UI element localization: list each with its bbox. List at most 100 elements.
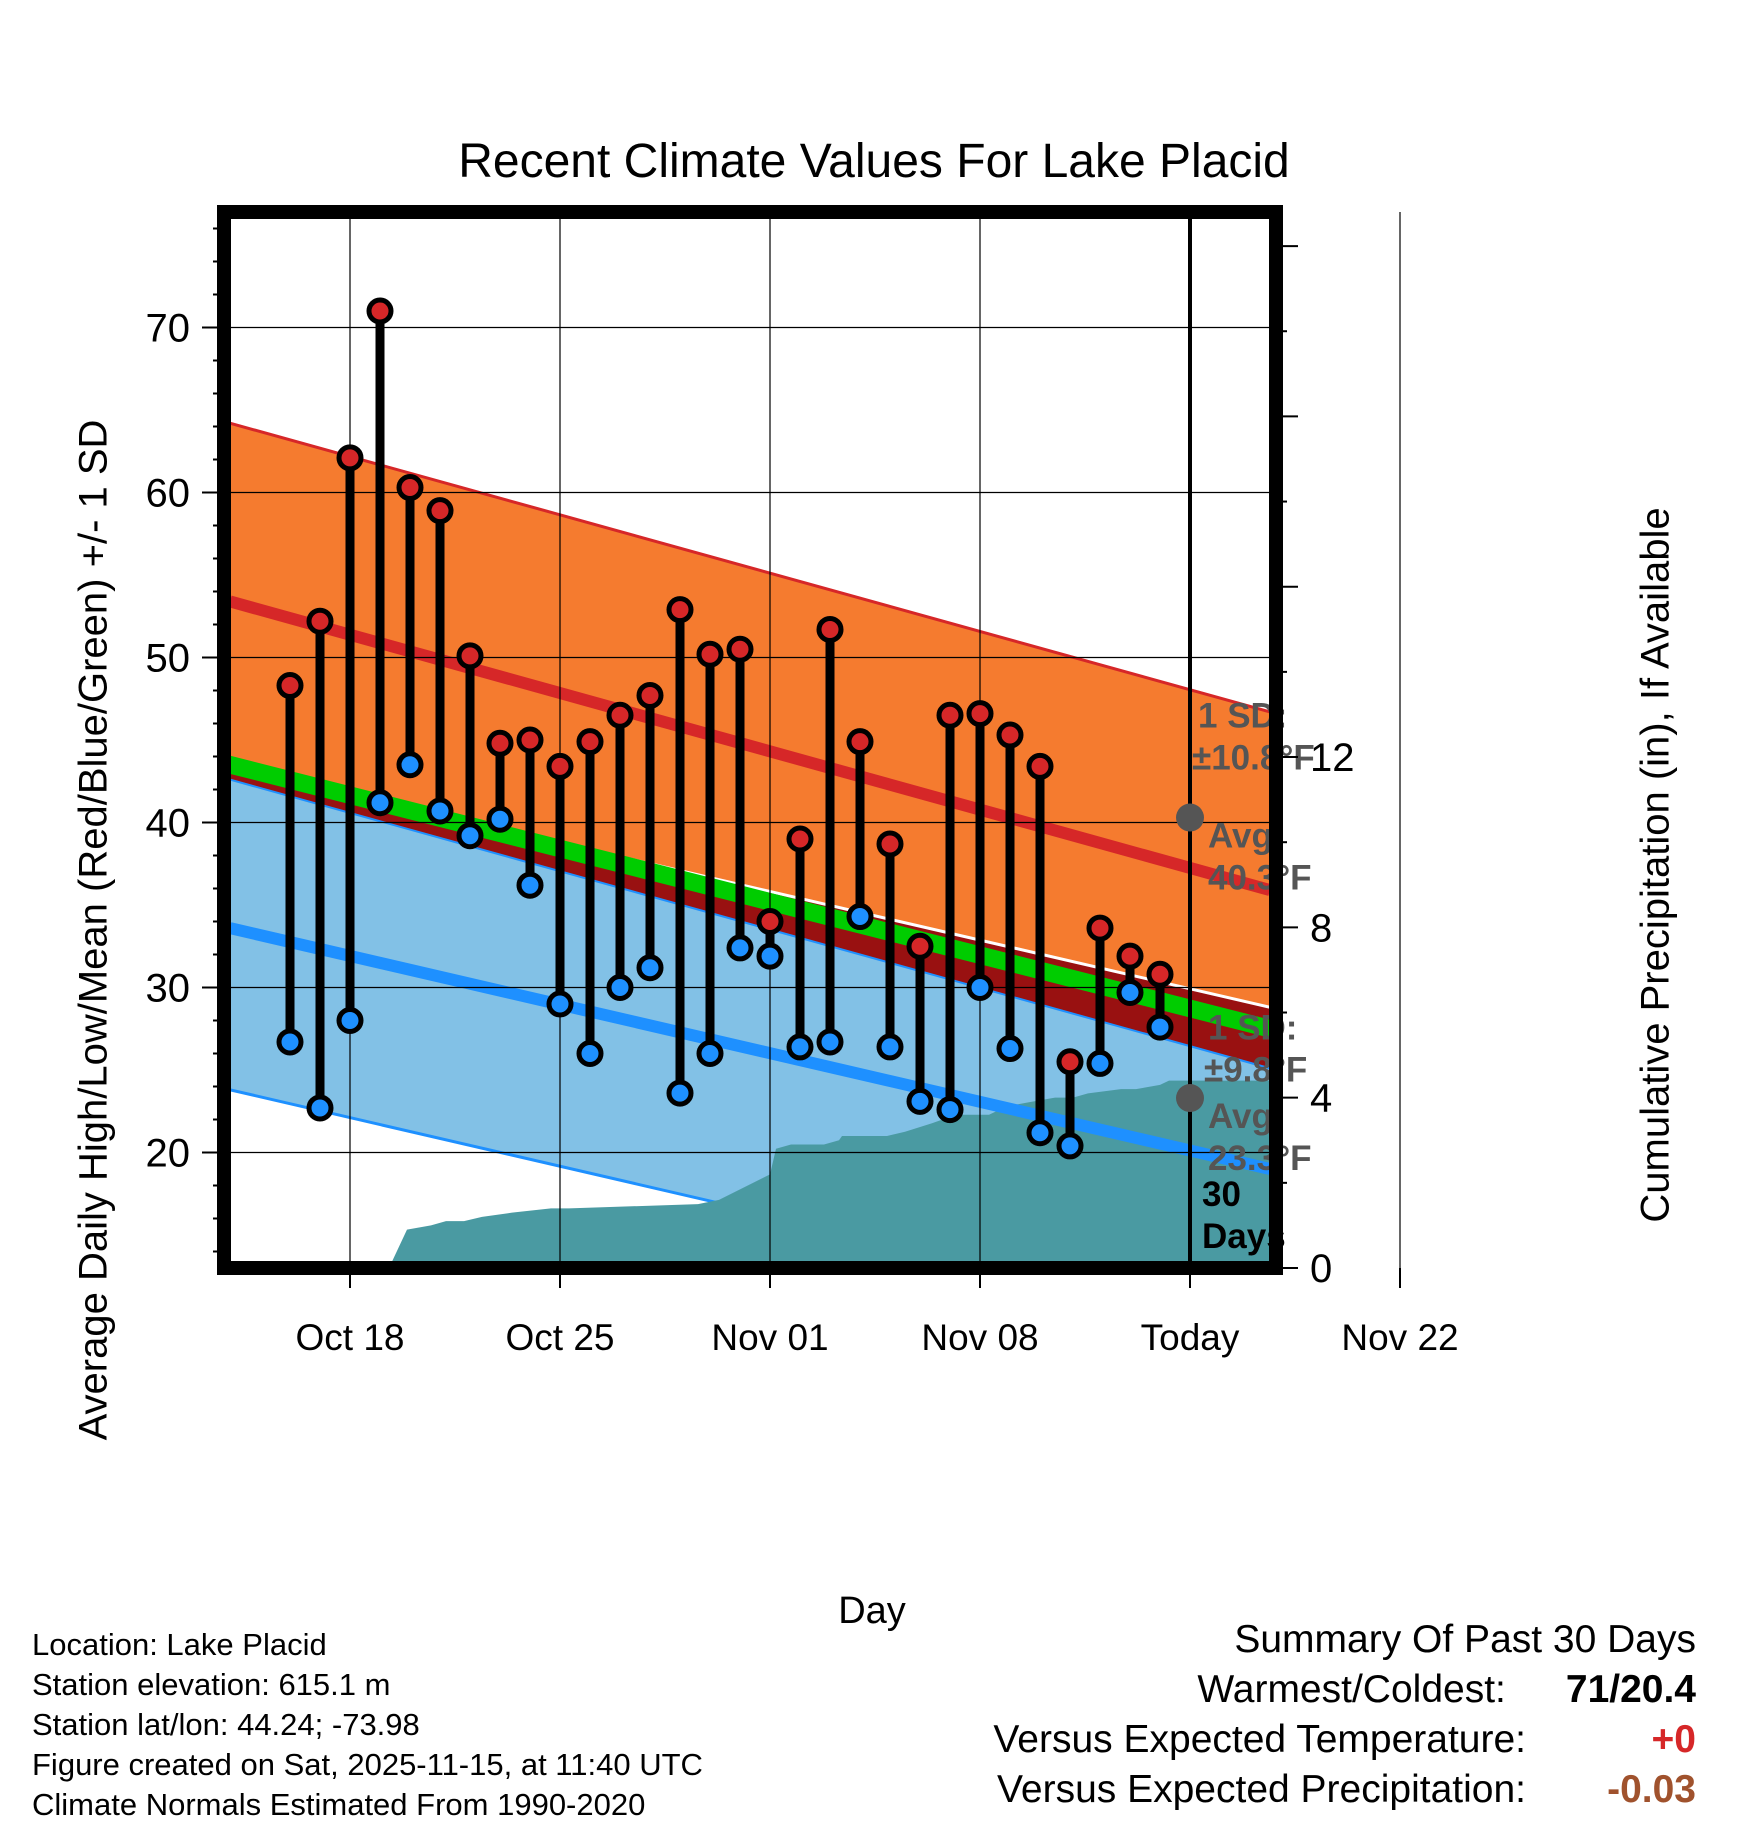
daily-high-dot: [546, 752, 574, 780]
daily-high-dot: [726, 635, 754, 663]
daily-high-dot: [756, 908, 784, 935]
daily-low-dot: [486, 805, 514, 833]
daily-low-dot: [516, 871, 544, 899]
high-sd-upper-edge: [230, 421, 1270, 714]
summary-precip-label: Versus Expected Precipitation:: [997, 1768, 1526, 1811]
daily-low-dot: [276, 1028, 304, 1056]
daily-high-dot: [276, 672, 304, 700]
daily-low-dot: [876, 1033, 904, 1061]
info-created: Figure created on Sat, 2025-11-15, at 11…: [32, 1747, 703, 1782]
x-tick-label: Nov 22: [1341, 1317, 1458, 1358]
daily-high-dot: [786, 825, 814, 853]
daily-low-dot: [1146, 1013, 1174, 1041]
summary-precip-value: -0.03: [1607, 1768, 1696, 1811]
daily-low-dot: [1026, 1119, 1054, 1147]
daily-high-dot: [1086, 914, 1114, 942]
daily-low-dot: [1056, 1132, 1084, 1160]
normal-high-line: [230, 595, 1270, 896]
daily-low-dot: [786, 1033, 814, 1061]
plot-area: [230, 421, 1270, 1262]
summary-row-temp: Versus Expected Temperature: +0: [993, 1715, 1696, 1765]
y-tick-label: 30: [146, 967, 191, 1011]
x-tick-label: Nov 08: [921, 1317, 1038, 1358]
daily-high-dot: [456, 642, 484, 670]
daily-low-dot: [936, 1096, 964, 1124]
y2-tick-label: 4: [1310, 1077, 1332, 1121]
daily-low-dot: [576, 1040, 604, 1067]
summary-row-precip: Versus Expected Precipitation: -0.03: [993, 1765, 1696, 1815]
daily-high-dot: [336, 444, 364, 472]
daily-low-dot: [726, 934, 754, 962]
daily-high-dot: [696, 640, 724, 668]
y2-tick-label: 8: [1310, 906, 1332, 950]
summary-warmest-label: Warmest/Coldest:: [1197, 1668, 1506, 1711]
today-high-avg-marker: [1176, 803, 1204, 832]
high-sd-value: ±10.8°F: [1192, 739, 1315, 778]
daily-low-dot: [426, 797, 454, 825]
daily-low-dot: [906, 1087, 934, 1115]
daily-high-dot: [366, 297, 394, 325]
daily-low-dot: [366, 789, 394, 817]
daily-high-dot: [516, 726, 544, 754]
high-avg-value: 40.3°F: [1208, 859, 1312, 898]
y2-tick-label: 12: [1310, 736, 1355, 780]
daily-low-dot: [336, 1007, 364, 1034]
daily-low-dot: [996, 1035, 1024, 1063]
daily-high-dot: [666, 596, 694, 624]
chart-title: Recent Climate Values For Lake Placid: [458, 135, 1290, 188]
y-tick-label: 70: [146, 307, 191, 351]
daily-high-dot: [606, 701, 634, 729]
y2-tick-label: 0: [1310, 1247, 1332, 1291]
daily-high-dot: [1146, 960, 1174, 988]
summary-temp-label: Versus Expected Temperature:: [993, 1718, 1526, 1761]
summary-heading: Summary Of Past 30 Days: [1234, 1618, 1696, 1661]
normal-low-line: [230, 922, 1270, 1175]
daily-low-dot: [1116, 978, 1144, 1006]
daily-high-dot: [486, 729, 514, 757]
today-low-avg-marker: [1176, 1084, 1204, 1113]
y-axis-label-left: Average Daily High/Low/Mean (Red/Blue/Gr…: [71, 419, 116, 1441]
daily-high-dot: [966, 700, 994, 728]
x-tick-label: Oct 18: [296, 1317, 405, 1358]
low-avg-value: 23.3°F: [1208, 1139, 1312, 1178]
daily-high-dot: [576, 728, 604, 756]
daily-low-dot: [696, 1040, 724, 1067]
daily-high-dot: [396, 474, 424, 502]
daily-low-dot: [636, 954, 664, 982]
daily-high-dot: [936, 701, 964, 729]
low-sd-label: 1 SD:: [1208, 1009, 1297, 1048]
daily-high-dot: [816, 615, 844, 643]
y-tick-label: 50: [146, 637, 191, 681]
daily-low-dot: [816, 1028, 844, 1056]
summary-warmest-value: 71/20.4: [1565, 1668, 1696, 1711]
daily-high-dot: [1056, 1048, 1084, 1076]
x-tick-label: Oct 25: [506, 1317, 615, 1358]
daily-low-dot: [606, 974, 634, 1001]
summary-row-warmest: Warmest/Coldest: 71/20.4: [993, 1665, 1696, 1715]
low-sd-value: ±9.8°F: [1204, 1051, 1307, 1090]
daily-low-dot: [756, 942, 784, 970]
y-tick-label: 40: [146, 802, 191, 846]
daily-low-dot: [666, 1079, 694, 1107]
daily-high-dot: [1116, 942, 1144, 970]
x-tick-label: Today: [1141, 1317, 1240, 1358]
x-tick-label: Nov 01: [711, 1317, 828, 1358]
station-info: Location: Lake Placid Station elevation:…: [32, 1625, 703, 1825]
daily-high-dot: [306, 607, 334, 635]
y-axis-label-right: Cumulative Precipitation (in), If Availa…: [1633, 507, 1678, 1223]
daily-high-dot: [426, 497, 454, 525]
daily-high-dot: [636, 681, 664, 709]
info-elevation: Station elevation: 615.1 m: [32, 1667, 391, 1702]
y-tick-label: 60: [146, 472, 191, 516]
plot-frame: [217, 205, 1283, 1275]
daily-low-dot: [846, 903, 874, 931]
days-label-number: 30: [1202, 1175, 1241, 1214]
daily-low-dot: [966, 974, 994, 1001]
daily-values: [276, 297, 1174, 1160]
info-location: Location: Lake Placid: [32, 1627, 327, 1662]
daily-low-dot: [396, 751, 424, 779]
daily-high-dot: [876, 830, 904, 858]
summary-panel: Summary Of Past 30 Days Warmest/Coldest:…: [993, 1615, 1696, 1815]
daily-high-dot: [846, 728, 874, 756]
